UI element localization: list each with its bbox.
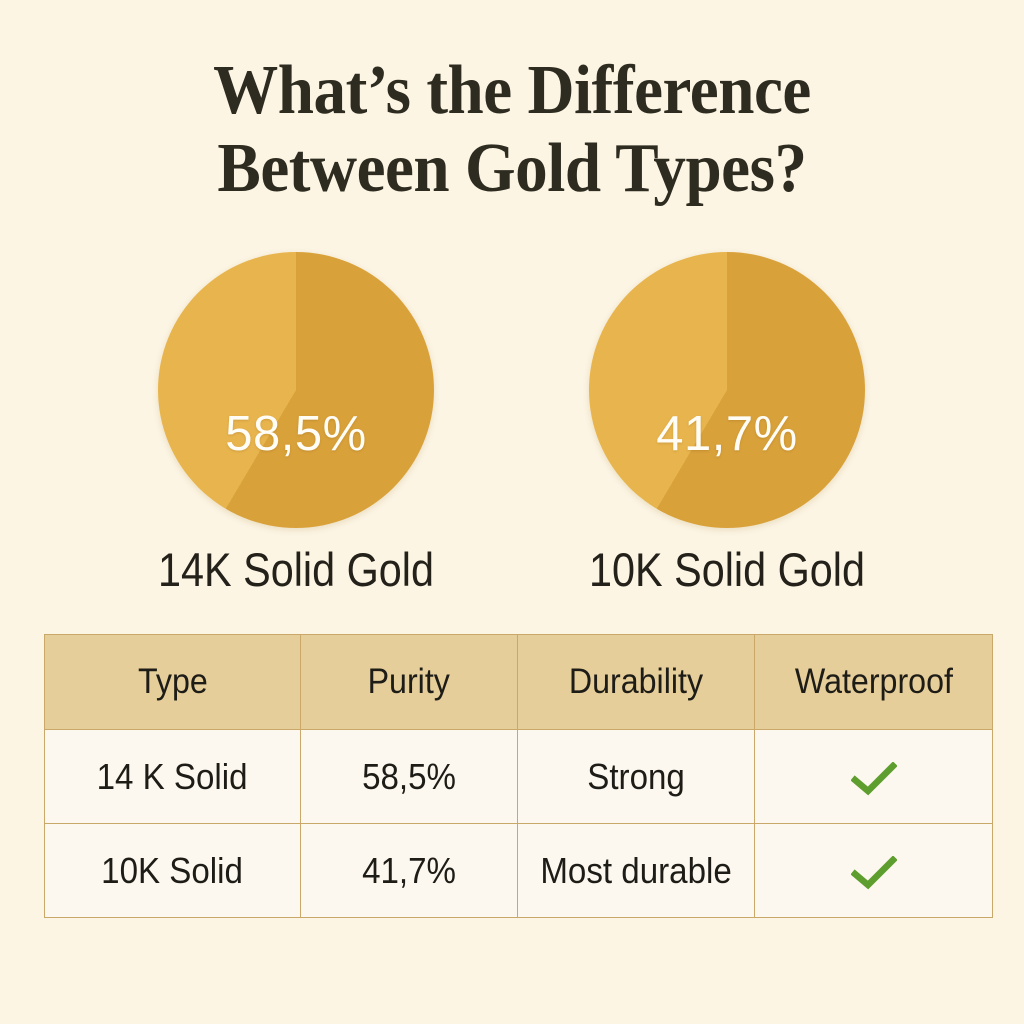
table-header-purity-label: Purity [367, 662, 451, 701]
table-header-durability: Durability [517, 634, 755, 730]
pie-chart-10k-value: 41,7% [656, 407, 798, 461]
table-header-durability-label: Durability [568, 662, 704, 701]
table-cell-durability-value: Strong [587, 755, 685, 797]
pie-chart-10k-caption: 10K Solid Gold [589, 543, 865, 596]
table-body: 14 K Solid 58,5% Strong [44, 729, 993, 918]
table-cell-durability: Most durable [517, 823, 755, 918]
table-cell-purity-value: 41,7% [362, 849, 456, 891]
table-header: Type Purity Durability Waterproof [44, 634, 993, 730]
table-header-type: Type [44, 634, 301, 730]
table-cell-waterproof [754, 729, 993, 824]
table-cell-purity: 41,7% [300, 823, 518, 918]
table-cell-purity: 58,5% [300, 729, 518, 824]
table-header-waterproof: Waterproof [754, 634, 993, 730]
table-header-row: Type Purity Durability Waterproof [44, 634, 993, 730]
comparison-table: Type Purity Durability Waterproof 14 K S… [44, 634, 993, 918]
table-cell-type-value: 10K Solid [101, 849, 244, 891]
table-row: 14 K Solid 58,5% Strong [44, 729, 993, 824]
check-icon [849, 855, 898, 890]
page-title-line-1: What’s the Difference [213, 52, 811, 129]
check-icon [849, 761, 898, 796]
pie-chart-14k-graphic [158, 252, 434, 528]
page-title: What’s the Difference Between Gold Types… [0, 52, 1024, 208]
table-cell-durability: Strong [517, 729, 755, 824]
table-cell-waterproof [754, 823, 993, 918]
pie-chart-10k-graphic [589, 252, 865, 528]
table-header-purity: Purity [300, 634, 518, 730]
table-row: 10K Solid 41,7% Most durable [44, 823, 993, 918]
table-cell-purity-value: 58,5% [362, 755, 456, 797]
table-cell-type: 14 K Solid [44, 729, 301, 824]
table-cell-type: 10K Solid [44, 823, 301, 918]
table-header-waterproof-label: Waterproof [794, 662, 953, 701]
pie-chart-14k: 58,5% [158, 252, 434, 528]
table-header-type-label: Type [137, 662, 208, 701]
table-cell-type-value: 14 K Solid [97, 755, 248, 797]
pie-chart-14k-value: 58,5% [225, 407, 367, 461]
table-cell-durability-value: Most durable [540, 849, 732, 891]
pie-chart-14k-caption: 14K Solid Gold [158, 543, 434, 596]
pie-chart-10k: 41,7% [589, 252, 865, 528]
page-title-line-2: Between Gold Types? [217, 130, 807, 207]
